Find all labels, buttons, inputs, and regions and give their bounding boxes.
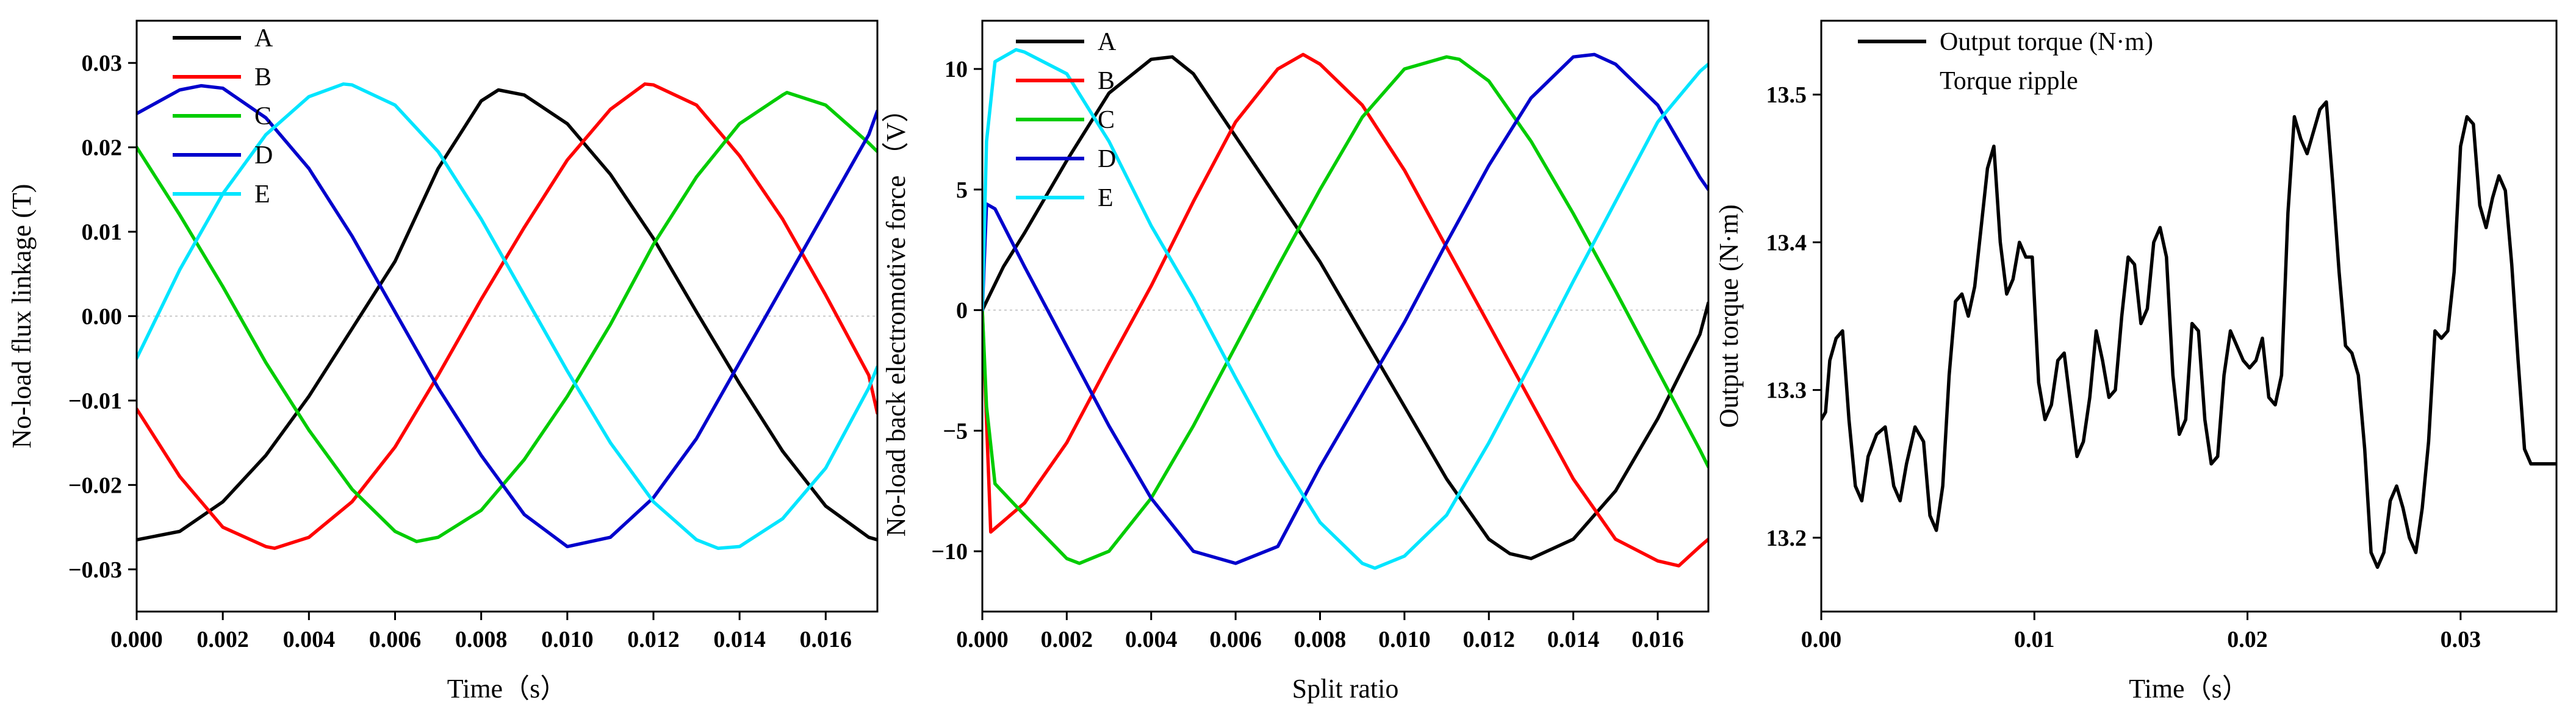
legend-label: E bbox=[1098, 184, 1114, 212]
legend-label: C bbox=[1098, 106, 1115, 134]
y-tick-label: 10 bbox=[944, 57, 968, 82]
x-tick-label: 0.014 bbox=[713, 627, 766, 652]
legend-label: Output torque (N·m) bbox=[1940, 28, 2153, 56]
x-axis-label: Time（s） bbox=[2129, 674, 2248, 704]
y-tick-label: 13.3 bbox=[1766, 378, 1807, 404]
plot-area bbox=[982, 21, 1708, 612]
x-tick-label: 0.008 bbox=[1294, 627, 1347, 652]
series-line-B bbox=[137, 82, 877, 550]
x-tick-label: 0.000 bbox=[956, 627, 1009, 652]
legend-label: B bbox=[254, 63, 272, 91]
x-tick-label: 0.006 bbox=[369, 627, 422, 652]
x-tick-label: 0.016 bbox=[800, 627, 852, 652]
x-tick-label: 0.012 bbox=[627, 627, 680, 652]
x-tick-label: 0.006 bbox=[1209, 627, 1262, 652]
y-axis-label: No-load flux linkage (T) bbox=[7, 184, 37, 449]
legend-label: E bbox=[254, 180, 270, 209]
y-tick-label: −10 bbox=[931, 539, 968, 565]
y-axis-label: Output torque (N·m) bbox=[1714, 204, 1744, 428]
chart-1: 0.000 0.002 0.004 0.006 0.008 0.010 0.012 0.014… bbox=[7, 20, 879, 704]
x-tick-label: 0.01 bbox=[2014, 627, 2055, 652]
legend-label: D bbox=[1098, 145, 1116, 173]
series-line-C bbox=[137, 90, 877, 543]
legend-label: Torque ripple bbox=[1940, 67, 2078, 95]
x-tick-label: 0.004 bbox=[283, 627, 336, 652]
y-axis-label: No-load back electromotive force （V） bbox=[881, 96, 911, 537]
legend-label: A bbox=[1098, 28, 1117, 56]
legend: Output torque (N·m) Torque ripple bbox=[1858, 28, 2153, 95]
axes-frame bbox=[981, 20, 1710, 613]
x-tick-label: 0.010 bbox=[1378, 627, 1431, 652]
x-tick-label: 0.03 bbox=[2441, 627, 2481, 652]
x-tick-label: 0.012 bbox=[1462, 627, 1515, 652]
chart-3: 0.00 0.01 0.02 0.03 13.2 13.3 13.4 13.5 Time（s） O… bbox=[1714, 20, 2558, 704]
x-tick-label: 0.004 bbox=[1125, 627, 1178, 652]
y-tick-label: −0.02 bbox=[68, 473, 122, 498]
x-tick-label: 0.014 bbox=[1547, 627, 1600, 652]
legend-label: A bbox=[254, 24, 273, 52]
series-group bbox=[137, 82, 877, 550]
y-tick-label: 0.02 bbox=[82, 135, 123, 161]
series-group bbox=[1821, 100, 2556, 569]
axes-frame bbox=[1820, 20, 2558, 613]
series-line-A bbox=[137, 88, 877, 542]
y-tick-label: 0.03 bbox=[82, 51, 123, 76]
chart-2: 0.000 0.002 0.004 0.006 0.008 0.010 0.012 0.014… bbox=[881, 20, 1710, 704]
x-tick-label: 0.00 bbox=[1801, 627, 1842, 652]
x-tick-label: 0.002 bbox=[196, 627, 249, 652]
legend-label: C bbox=[254, 102, 272, 130]
legend-label: D bbox=[254, 141, 273, 170]
series-line-D bbox=[982, 52, 1708, 565]
y-tick-label: −5 bbox=[943, 418, 968, 444]
y-tick-label: 0 bbox=[956, 298, 968, 324]
x-axis-label: Split ratio bbox=[1292, 674, 1399, 704]
y-tick-label: 0.01 bbox=[82, 220, 123, 245]
y-tick-label: −0.01 bbox=[68, 388, 122, 414]
x-axis-label: Time（s） bbox=[447, 674, 567, 704]
series-line-Output torque (N·m) bbox=[1821, 100, 2556, 569]
x-tick-label: 0.008 bbox=[455, 627, 508, 652]
series-line-B bbox=[982, 52, 1708, 568]
y-tick-label: 5 bbox=[956, 177, 968, 203]
x-tick-label: 0.000 bbox=[110, 627, 163, 652]
legend-label: B bbox=[1098, 67, 1115, 95]
y-tick-label: 13.2 bbox=[1766, 526, 1807, 551]
series-line-E bbox=[982, 48, 1708, 570]
series-group bbox=[982, 48, 1708, 570]
series-line-A bbox=[982, 55, 1708, 560]
plot-area bbox=[1821, 21, 2556, 612]
series-line-E bbox=[137, 82, 877, 550]
y-tick-label: 0.00 bbox=[82, 304, 123, 330]
y-tick-label: 13.5 bbox=[1766, 82, 1807, 108]
x-tick-label: 0.02 bbox=[2227, 627, 2268, 652]
x-tick-label: 0.010 bbox=[541, 627, 594, 652]
y-tick-label: −0.03 bbox=[68, 557, 122, 583]
x-tick-label: 0.002 bbox=[1041, 627, 1093, 652]
series-line-C bbox=[982, 55, 1708, 565]
series-line-D bbox=[137, 84, 877, 549]
x-tick-label: 0.016 bbox=[1632, 627, 1684, 652]
y-tick-label: 13.4 bbox=[1766, 230, 1807, 255]
